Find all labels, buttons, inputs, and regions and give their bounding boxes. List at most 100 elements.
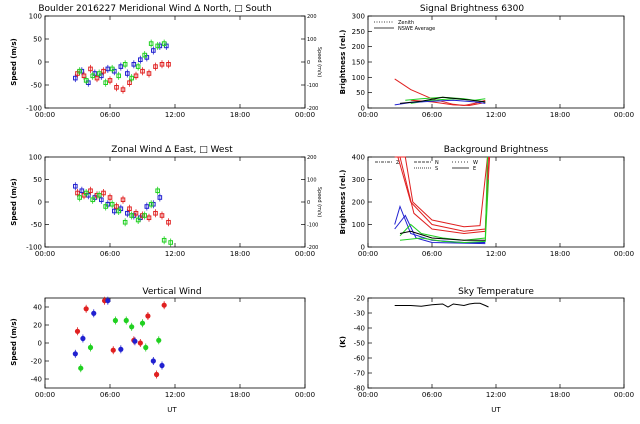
signal-xtick-label: 00:00: [358, 111, 378, 119]
vertical-point: [161, 302, 167, 308]
bg-legend-z: Z: [396, 160, 400, 166]
zonal-point: [79, 188, 85, 194]
zonal-point: [116, 208, 121, 214]
zonal-point: [88, 188, 93, 194]
meridional-right-tick-label: 200: [307, 14, 317, 20]
vertical-ylabel: Speed (m/s): [10, 318, 18, 365]
zonal-title: Zonal Wind Δ East, □ West: [111, 145, 233, 155]
bg-legend-e: E: [473, 166, 476, 172]
vertical-point: [78, 365, 84, 371]
zonal-point: [73, 183, 78, 189]
vertical-point: [123, 317, 129, 324]
zonal-xtick-label: 06:00: [100, 250, 120, 258]
sky-ytick-label: -40: [354, 325, 365, 333]
signal-series-line: [399, 96, 486, 104]
zonal-xtick-label: 12:00: [165, 250, 185, 258]
meridional-xtick-label: 18:00: [230, 111, 250, 119]
background-frame: [367, 156, 625, 248]
zonal-point: [157, 195, 163, 200]
signal-plot: 00:00 06:00 12:00 18:00 00:00050100150200250…: [352, 13, 634, 120]
zonal-point: [129, 213, 134, 218]
bg-legend-s: S: [435, 166, 438, 172]
meridional-point: [129, 75, 134, 81]
meridional-point: [120, 87, 126, 92]
zonal-point: [109, 201, 115, 207]
zonal-point: [77, 195, 82, 200]
vertical-point: [112, 317, 119, 324]
background-series-line: [399, 179, 489, 244]
sky-xtick-label: 18:00: [550, 391, 570, 399]
zonal-point: [83, 190, 89, 196]
meridional-point: [151, 48, 156, 53]
zonal-point: [107, 195, 113, 200]
meridional-right-tick-label: 0: [307, 60, 310, 66]
meridional-ylabel: Speed (m/s): [10, 38, 18, 85]
vertical-series-0: [74, 296, 167, 379]
meridional-point: [118, 64, 124, 69]
background-xtick-label: 00:00: [614, 250, 634, 258]
sky-ytick-label: -70: [354, 370, 365, 378]
sky-ytick-label: -30: [354, 310, 365, 318]
zonal-right-tick-label: -100: [307, 223, 318, 229]
background-ytick-label: 0: [361, 244, 365, 252]
meridional-frame: [44, 15, 306, 109]
signal-ytick-label: 50: [356, 89, 365, 97]
signal-series-0: [394, 78, 486, 107]
vertical-point: [105, 298, 111, 304]
vertical-ytick-label: 40: [33, 304, 42, 312]
zonal-point: [75, 190, 80, 196]
sky-xtick-label: 00:00: [358, 391, 378, 399]
plot-areas: 00:00 06:00 12:00 18:00 00:00 -100 -50 0 50 100 -2…: [26, 13, 634, 400]
meridional-point: [105, 66, 111, 72]
meridional-ytick-label: 0: [38, 59, 42, 67]
zonal-point: [120, 197, 126, 203]
meridional-title: Boulder 2016227 Meridional Wind Δ North,…: [38, 4, 271, 14]
zonal-ytick-label: -50: [31, 221, 42, 229]
background-ytick-label: 100: [352, 221, 365, 229]
vertical-ytick-label: -40: [31, 376, 42, 384]
zonal-point: [99, 197, 104, 203]
zonal-ylabel: Speed (m/s): [10, 178, 18, 225]
zonal-xtick-label: 00:00: [295, 250, 315, 258]
zonal-right-tick-label: 100: [307, 178, 317, 184]
zonal-point: [133, 210, 139, 216]
meridional-point: [159, 62, 165, 67]
zonal-point: [90, 197, 95, 203]
zonal-series-2: [77, 186, 173, 247]
vertical-point: [110, 347, 116, 353]
meridional-series-1: [75, 60, 171, 94]
vertical-point: [87, 344, 94, 351]
vertical-xtick-label: 12:00: [165, 391, 185, 399]
signal-xtick-label: 12:00: [486, 111, 506, 119]
vertical-ytick-label: 0: [38, 340, 42, 348]
zonal-xtick-label: 00:00: [35, 250, 55, 258]
background-ytick-label: 400: [352, 154, 365, 162]
vertical-xtick-label: 00:00: [295, 391, 315, 399]
vertical-point: [74, 328, 81, 334]
sky-ytick-label: -20: [354, 295, 365, 303]
signal-legend-average: NSWE Average: [398, 26, 435, 32]
zonal-frame: [44, 156, 306, 248]
zonal-point: [144, 204, 150, 209]
zonal-point: [142, 213, 147, 218]
meridional-point: [127, 80, 132, 86]
meridional-point: [146, 71, 152, 76]
vertical-xtick-label: 00:00: [35, 391, 55, 399]
meridional-point: [131, 62, 137, 67]
signal-ytick-label: 200: [352, 43, 365, 51]
meridional-point: [77, 68, 82, 74]
background-title: Background Brightness: [444, 145, 549, 155]
bg-legend-w: W: [473, 160, 478, 166]
vertical-xtick-label: 06:00: [100, 391, 120, 399]
background-series-line: [394, 214, 486, 245]
vertical-point: [83, 306, 89, 312]
vertical-ytick-label: 20: [33, 322, 42, 330]
meridional-point: [73, 75, 78, 81]
zonal-point: [112, 208, 117, 214]
background-legend: Z N S W E: [375, 160, 478, 172]
signal-ytick-label: 0: [361, 105, 365, 113]
meridional-ytick-label: -50: [31, 82, 42, 90]
meridional-xtick-label: 06:00: [100, 111, 120, 119]
meridional-plot: 00:00 06:00 12:00 18:00 00:00-100-50050100-2…: [26, 13, 318, 120]
